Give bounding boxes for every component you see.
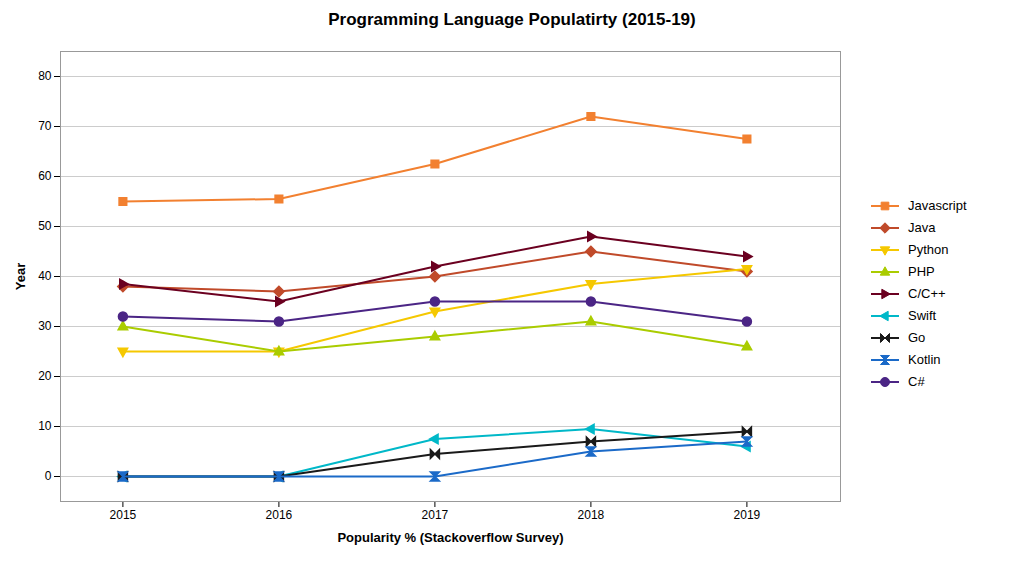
svg-text:Popularity % (Stackoverflow Su: Popularity % (Stackoverflow Survey)	[337, 530, 563, 545]
svg-text:80: 80	[38, 69, 52, 83]
svg-text:2019: 2019	[734, 508, 761, 522]
html-text:Go: Go	[908, 330, 926, 345]
html-text:Javascript: Javascript	[908, 198, 967, 213]
svg-text:0: 0	[45, 469, 52, 483]
svg-text:2017: 2017	[422, 508, 449, 522]
html-text:C#: C#	[908, 374, 925, 389]
svg-text:2018: 2018	[578, 508, 605, 522]
html-text:Java: Java	[908, 220, 936, 235]
html-text:Python: Python	[908, 242, 949, 257]
svg-text:10: 10	[38, 419, 52, 433]
svg-text:2015: 2015	[110, 508, 137, 522]
html-text:Swift: Swift	[908, 308, 937, 323]
html-text:Programming Language Populatir: Programming Language Populatirty (2015-1…	[328, 10, 696, 29]
html-text:PHP: PHP	[908, 264, 935, 279]
svg-text:20: 20	[38, 369, 52, 383]
svg-text:2016: 2016	[266, 508, 293, 522]
svg-text:30: 30	[38, 319, 52, 333]
html-text:C/C++: C/C++	[908, 286, 946, 301]
html-text:Kotlin: Kotlin	[908, 352, 941, 367]
svg-text:Year: Year	[13, 263, 28, 290]
svg-text:60: 60	[38, 169, 52, 183]
svg-text:50: 50	[38, 219, 52, 233]
svg-text:70: 70	[38, 119, 52, 133]
svg-text:40: 40	[38, 269, 52, 283]
